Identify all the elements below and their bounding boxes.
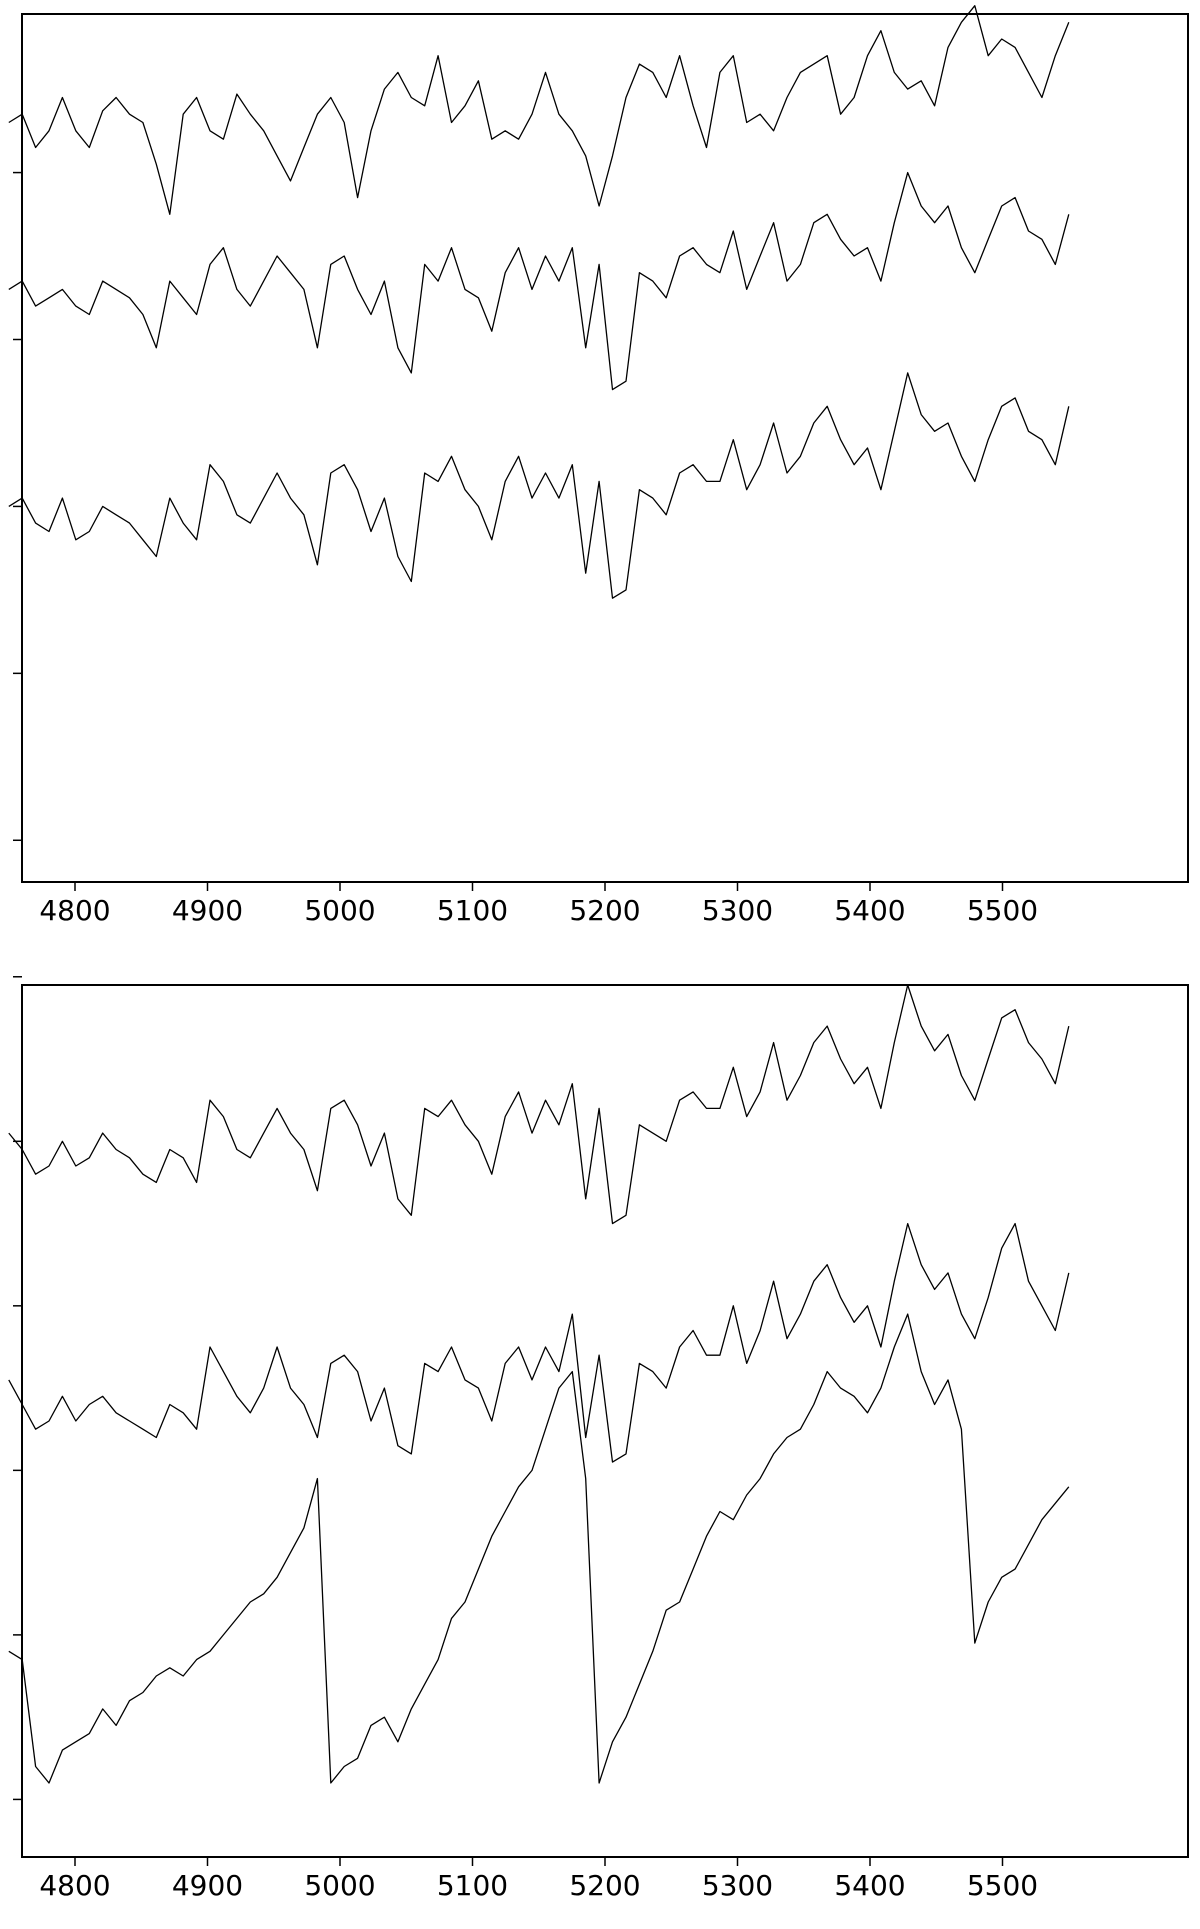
- plot-frame: [21, 984, 1189, 1858]
- x-tick-label: 4800: [39, 1869, 110, 1902]
- panel-top: 4800 4900 5000 5100 5200 5300 5400 5500: [8, 5, 1189, 927]
- x-tick-label: 5500: [967, 1869, 1038, 1902]
- spectrum-line-1: [8, 984, 1070, 1225]
- x-tick-label: 5500: [967, 894, 1038, 927]
- x-tick-label: 5300: [702, 1869, 773, 1902]
- panel-bottom: 4800 4900 5000 5100 5200 5300 5400 5500: [8, 976, 1189, 1902]
- x-tick-label: 5200: [569, 894, 640, 927]
- x-tick-label: 5000: [304, 1869, 375, 1902]
- x-tick-label: 5400: [834, 894, 905, 927]
- plot-frame: [21, 13, 1189, 883]
- spectrum-line-2: [8, 171, 1070, 391]
- x-tick-label: 4900: [172, 894, 243, 927]
- x-tick-label: 4800: [39, 894, 110, 927]
- x-tick-label: 5100: [437, 894, 508, 927]
- x-tick-label: 5300: [702, 894, 773, 927]
- x-tick-label: 5400: [834, 1869, 905, 1902]
- x-tick-label: 4900: [172, 1869, 243, 1902]
- spectrum-line-1: [8, 5, 1070, 215]
- spectrum-line-2: [8, 1222, 1070, 1463]
- x-tick-label: 5100: [437, 1869, 508, 1902]
- x-tick-label: 5000: [304, 894, 375, 927]
- x-tick-label: 5200: [569, 1869, 640, 1902]
- spectrum-line-3: [8, 1313, 1070, 1784]
- spectrum-line-3: [8, 372, 1070, 599]
